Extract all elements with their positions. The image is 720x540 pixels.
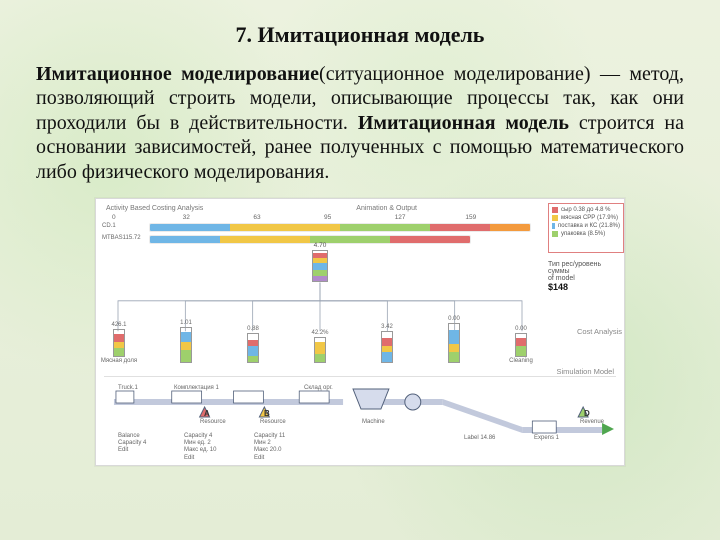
flow-caption: Resource bbox=[200, 419, 226, 425]
timeline-bar-label: CD.1 bbox=[102, 223, 116, 229]
cost-price: $148 bbox=[548, 282, 624, 292]
cost-label: Cost Analysis bbox=[577, 327, 622, 336]
timeline-tick: 0 bbox=[112, 214, 183, 221]
timeline-tick: 127 bbox=[395, 214, 466, 221]
legend-row: поставка и КС (21.8%) bbox=[552, 222, 620, 230]
flow-caption: Expens 1 bbox=[534, 435, 559, 441]
body-paragraph: Имитационное моделирование(ситуационное … bbox=[36, 62, 684, 184]
flow-caption: Label 14.86 bbox=[464, 435, 495, 441]
fig-header-left: Activity Based Costing Analysis bbox=[106, 205, 203, 212]
flow-resource-letter: A bbox=[204, 409, 210, 418]
timeline-bar bbox=[150, 224, 530, 231]
cost-line1: Тип рес/уровень суммы bbox=[548, 261, 624, 275]
tree-root-label: 4.70 bbox=[314, 242, 327, 249]
tree-leaves: 426.1Мясная доля 1.01 0.88 42.2% 3.42 0.00 0.0… bbox=[104, 272, 536, 364]
tree-leaf: 0.88 bbox=[244, 326, 262, 364]
flow-caption: Machine bbox=[362, 419, 385, 425]
fig-header-mid: Animation & Output bbox=[356, 205, 417, 212]
flow-caption: Комплектация 1 bbox=[174, 385, 219, 391]
term-1: Имитационное моделирование bbox=[36, 63, 319, 85]
embedded-diagram: Activity Based Costing Analysis Animatio… bbox=[95, 198, 625, 466]
flow-label: Simulation Model bbox=[556, 367, 614, 376]
cost-line2: of model bbox=[548, 275, 624, 282]
tree-leaf: 1.01 bbox=[177, 320, 195, 364]
flow-caption: Resource bbox=[260, 419, 286, 425]
flow-stats: BalanceCapacity 4Edit bbox=[118, 433, 146, 455]
tree-chart: 4.70 426.1Мясная доля1.010.8842.2%3.420.… bbox=[104, 252, 536, 374]
legend: сыр 0.38 до 4.8 %мясная СРР (17.9%)поста… bbox=[548, 203, 624, 253]
flow-stats: Capacity 4Мин ед. 2Макс ед. 10Edit bbox=[184, 433, 216, 462]
figure-header: Activity Based Costing Analysis Animatio… bbox=[104, 205, 616, 214]
cost-summary: Тип рес/уровень суммы of model $148 bbox=[548, 261, 624, 292]
flow-caption: Truck.1 bbox=[118, 385, 138, 391]
flow-resource-letter: D bbox=[584, 409, 590, 418]
timeline-bar-label: MTBAS115.72 bbox=[102, 235, 141, 241]
flow-caption: Склад орг. bbox=[304, 385, 333, 391]
flow-stats: Capacity 11Мин 2Макс 20.0Edit bbox=[254, 433, 285, 462]
tree-leaf: 0.00 bbox=[445, 316, 463, 364]
legend-row: мясная СРР (17.9%) bbox=[552, 214, 620, 222]
timeline-tick: 63 bbox=[253, 214, 324, 221]
page-title: 7. Имитационная модель bbox=[36, 22, 684, 48]
flow-resource-letter: B bbox=[264, 409, 270, 418]
flow-region: Simulation Model Truck.1Комплектация 1Ск… bbox=[104, 376, 616, 461]
timeline-bar bbox=[150, 236, 470, 243]
legend-row: упаковка (8.5%) bbox=[552, 230, 620, 238]
tree-leaf: 3.42 bbox=[378, 324, 396, 364]
tree-leaf: 42.2% bbox=[311, 330, 329, 364]
timeline-tick: 159 bbox=[465, 214, 536, 221]
tree-leaf: 0.00Cleaning bbox=[512, 326, 530, 364]
timeline-ticks: 0326395127159 bbox=[104, 214, 536, 221]
timeline-tick: 32 bbox=[183, 214, 254, 221]
timeline-tick: 95 bbox=[324, 214, 395, 221]
term-2: Имитационная модель bbox=[358, 112, 569, 134]
flow-caption: Revenue bbox=[580, 419, 604, 425]
tree-leaf: 426.1Мясная доля bbox=[110, 322, 128, 364]
legend-row: сыр 0.38 до 4.8 % bbox=[552, 206, 620, 214]
timeline-region: 0326395127159 CD.1 MTBAS115.72 bbox=[104, 214, 616, 248]
